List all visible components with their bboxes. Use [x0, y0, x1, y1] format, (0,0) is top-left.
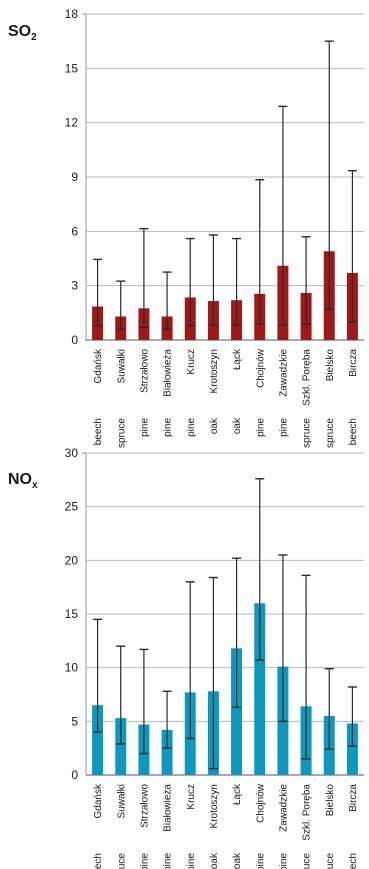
species-label: beech — [93, 853, 104, 869]
species-label: pine — [139, 418, 150, 437]
species-label: pine — [278, 418, 289, 437]
species-label: spruce — [325, 418, 336, 448]
y-tick-label: 6 — [71, 224, 78, 238]
x-tick-label: Chojnów — [255, 348, 266, 388]
x-tick-label: Krucz — [186, 784, 197, 810]
y-tick-label: 9 — [71, 170, 78, 184]
species-label: spruce — [302, 853, 313, 869]
x-tick-label: Łąck — [232, 783, 243, 805]
species-label: beech — [348, 418, 359, 445]
species-label: spruce — [116, 418, 127, 448]
x-tick-label: Bircza — [348, 784, 359, 812]
x-tick-label: Białowieża — [163, 784, 174, 832]
x-tick-label: Łąck — [232, 348, 243, 370]
y-tick-label: 15 — [65, 61, 79, 75]
species-label: pine — [139, 853, 150, 869]
x-tick-label: Strzałowo — [139, 784, 150, 828]
species-label: pine — [163, 418, 174, 437]
species-label: oak — [209, 852, 220, 869]
y-tick-label: 15 — [65, 607, 79, 621]
x-tick-label: Gdańsk — [93, 348, 104, 383]
y-tick-label: 30 — [65, 446, 79, 460]
y-tick-label: 0 — [71, 333, 78, 347]
y-tick-label: 12 — [65, 116, 79, 130]
y-tick-label: 10 — [65, 661, 79, 675]
species-label: pine — [278, 853, 289, 869]
x-tick-label: Krotoszyn — [209, 349, 220, 393]
species-label: beech — [348, 853, 359, 869]
x-tick-label: Chojnów — [255, 783, 266, 823]
x-tick-label: Bielsko — [325, 784, 336, 817]
x-tick-label: Szkl. Poręba — [302, 349, 313, 406]
x-tick-label: Gdańsk — [93, 783, 104, 818]
species-label: beech — [93, 418, 104, 445]
species-label: pine — [255, 418, 266, 437]
species-label: pine — [255, 853, 266, 869]
chart-0: SO2 0 3 6 9 12 15 18 Gdańsk beech Suwałki spruce Str… — [8, 7, 364, 448]
y-tick-label: 5 — [71, 714, 78, 728]
y-tick-label: 18 — [65, 7, 79, 21]
chart-1: NOx 0 5 10 15 20 25 30 Gdańsk beech Suwałki spruce S… — [8, 446, 364, 869]
species-label: pine — [163, 853, 174, 869]
x-tick-label: Szkl. Poręba — [302, 784, 313, 841]
species-label: spruce — [302, 418, 313, 448]
x-tick-label: Bircza — [348, 349, 359, 377]
y-tick-label: 3 — [71, 279, 78, 293]
species-label: oak — [209, 417, 220, 434]
x-tick-label: Krucz — [186, 349, 197, 375]
species-label: pine — [186, 853, 197, 869]
y-tick-label: 20 — [65, 553, 79, 567]
y-tick-label: 25 — [65, 500, 79, 514]
x-tick-label: Zawadzkie — [278, 784, 289, 832]
chart-title: NOx — [8, 471, 38, 491]
species-label: spruce — [116, 853, 127, 869]
x-tick-label: Suwałki — [116, 784, 127, 818]
x-tick-label: Białowieża — [163, 349, 174, 397]
chart-title-subscript: 2 — [31, 32, 37, 43]
x-tick-label: Zawadzkie — [278, 349, 289, 397]
y-tick-label: 0 — [71, 768, 78, 782]
x-tick-label: Suwałki — [116, 349, 127, 383]
x-tick-label: Krotoszyn — [209, 784, 220, 828]
species-label: pine — [186, 418, 197, 437]
chart-title: SO2 — [8, 23, 37, 43]
species-label: oak — [232, 852, 243, 869]
species-label: oak — [232, 417, 243, 434]
x-tick-label: Bielsko — [325, 349, 336, 382]
chart-title-subscript: x — [32, 480, 38, 491]
x-tick-label: Strzałowo — [139, 349, 150, 393]
species-label: spruce — [325, 853, 336, 869]
